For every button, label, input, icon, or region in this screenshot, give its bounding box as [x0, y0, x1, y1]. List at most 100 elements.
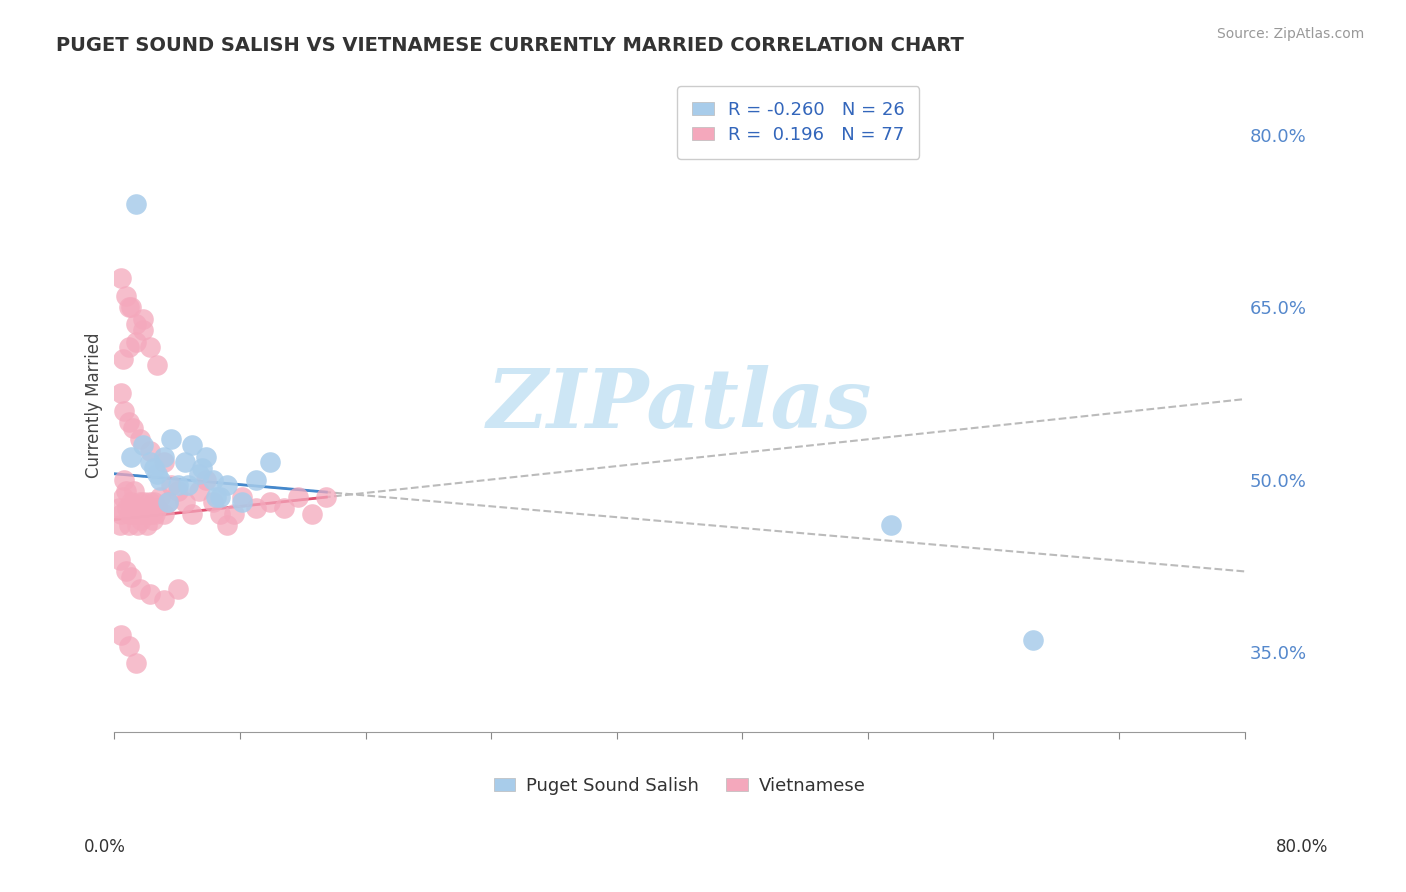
- Point: [149, 473, 172, 487]
- Point: [205, 490, 228, 504]
- Point: [129, 513, 152, 527]
- Point: [122, 483, 145, 498]
- Point: [157, 495, 180, 509]
- Point: [112, 473, 135, 487]
- Point: [149, 490, 172, 504]
- Point: [138, 443, 160, 458]
- Point: [118, 507, 141, 521]
- Point: [188, 483, 211, 498]
- Point: [120, 495, 142, 509]
- Point: [273, 501, 295, 516]
- Point: [112, 403, 135, 417]
- Text: ZIPatlas: ZIPatlas: [486, 365, 872, 445]
- Point: [131, 438, 153, 452]
- Point: [153, 455, 176, 469]
- Point: [124, 318, 146, 332]
- Point: [181, 438, 204, 452]
- Point: [132, 495, 155, 509]
- Point: [138, 587, 160, 601]
- Point: [136, 501, 159, 516]
- Point: [209, 507, 232, 521]
- Text: 80.0%: 80.0%: [1277, 838, 1329, 856]
- Point: [124, 196, 146, 211]
- Point: [114, 483, 136, 498]
- Point: [117, 300, 139, 314]
- Point: [160, 478, 183, 492]
- Point: [110, 627, 132, 641]
- Point: [108, 553, 131, 567]
- Point: [134, 501, 156, 516]
- Point: [128, 432, 150, 446]
- Point: [167, 478, 190, 492]
- Point: [224, 507, 246, 521]
- Point: [1022, 633, 1045, 648]
- Text: 0.0%: 0.0%: [84, 838, 127, 856]
- Point: [121, 421, 143, 435]
- Point: [138, 495, 160, 509]
- Point: [125, 518, 148, 533]
- Point: [117, 340, 139, 354]
- Point: [191, 461, 214, 475]
- Point: [301, 507, 323, 521]
- Point: [115, 501, 138, 516]
- Point: [181, 507, 204, 521]
- Point: [146, 358, 169, 372]
- Point: [202, 473, 225, 487]
- Point: [138, 455, 160, 469]
- Point: [131, 323, 153, 337]
- Point: [259, 495, 281, 509]
- Point: [202, 495, 225, 509]
- Point: [195, 473, 218, 487]
- Point: [195, 450, 218, 464]
- Point: [110, 386, 132, 401]
- Point: [108, 518, 131, 533]
- Point: [124, 657, 146, 671]
- Point: [124, 507, 146, 521]
- Point: [209, 490, 232, 504]
- Point: [114, 565, 136, 579]
- Point: [111, 490, 134, 504]
- Point: [146, 467, 169, 481]
- Point: [117, 639, 139, 653]
- Point: [128, 495, 150, 509]
- Point: [231, 495, 253, 509]
- Point: [138, 340, 160, 354]
- Text: Source: ZipAtlas.com: Source: ZipAtlas.com: [1216, 27, 1364, 41]
- Point: [131, 311, 153, 326]
- Point: [127, 501, 149, 516]
- Point: [188, 467, 211, 481]
- Point: [146, 501, 169, 516]
- Point: [124, 334, 146, 349]
- Point: [245, 501, 267, 516]
- Point: [117, 415, 139, 429]
- Point: [880, 518, 903, 533]
- Point: [167, 483, 190, 498]
- Point: [167, 582, 190, 596]
- Point: [153, 507, 176, 521]
- Point: [143, 461, 166, 475]
- Point: [131, 507, 153, 521]
- Text: PUGET SOUND SALISH VS VIETNAMESE CURRENTLY MARRIED CORRELATION CHART: PUGET SOUND SALISH VS VIETNAMESE CURRENT…: [56, 36, 965, 54]
- Point: [315, 490, 337, 504]
- Point: [177, 478, 200, 492]
- Point: [142, 513, 165, 527]
- Point: [231, 490, 253, 504]
- Point: [120, 300, 142, 314]
- Point: [110, 271, 132, 285]
- Point: [259, 455, 281, 469]
- Point: [153, 450, 176, 464]
- Point: [110, 507, 132, 521]
- Point: [145, 507, 167, 521]
- Point: [139, 507, 162, 521]
- Point: [174, 495, 197, 509]
- Point: [245, 473, 267, 487]
- Point: [160, 432, 183, 446]
- Point: [157, 495, 180, 509]
- Point: [135, 518, 157, 533]
- Point: [117, 518, 139, 533]
- Point: [111, 351, 134, 366]
- Legend: Puget Sound Salish, Vietnamese: Puget Sound Salish, Vietnamese: [486, 770, 873, 802]
- Point: [120, 570, 142, 584]
- Point: [217, 518, 239, 533]
- Point: [153, 593, 176, 607]
